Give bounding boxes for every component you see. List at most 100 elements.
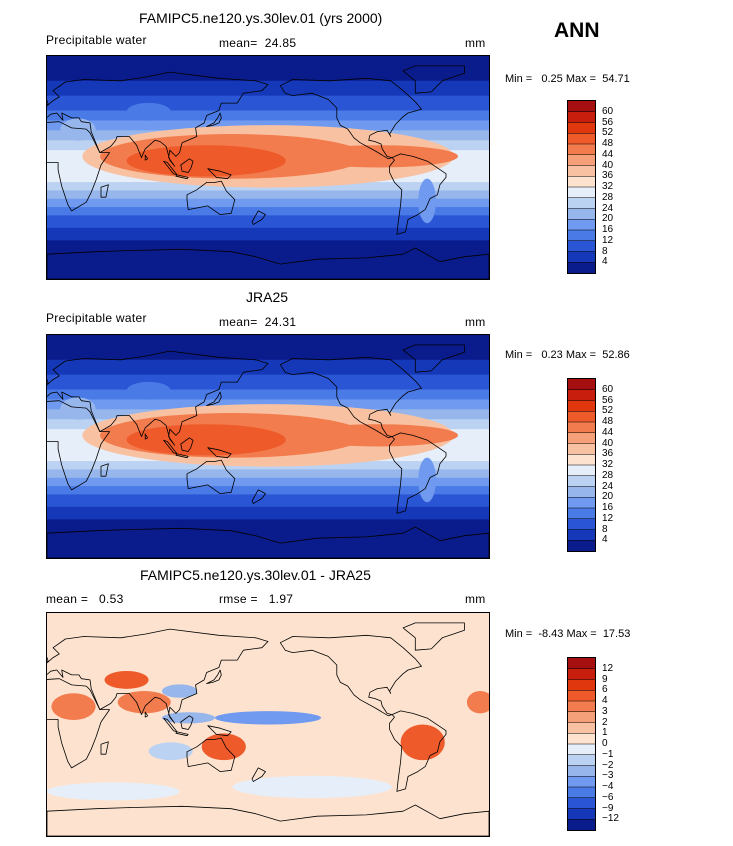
colorbar-tick-label: 24 — [602, 202, 614, 214]
colorbar-swatch — [568, 133, 595, 145]
colorbar-tick-label: 44 — [602, 426, 614, 438]
colorbar-tick-label: 36 — [602, 170, 614, 182]
colorbar-swatch — [568, 197, 595, 209]
colorbar-tick-label: 2 — [602, 716, 608, 728]
coastline — [47, 526, 489, 558]
coastline — [175, 731, 189, 737]
colorbar-swatch — [568, 497, 595, 509]
colorbar-swatch — [568, 443, 595, 455]
coastline — [251, 767, 266, 782]
panel-2-colorbar — [567, 378, 596, 552]
colorbar-tick-label: −6 — [602, 791, 614, 803]
colorbar-tick-label: 16 — [602, 502, 614, 513]
colorbar-swatch — [568, 187, 595, 199]
coastline — [180, 158, 194, 173]
colorbar-swatch — [568, 154, 595, 166]
coastline — [47, 350, 269, 446]
coastline-layer — [47, 622, 489, 836]
colorbar-tick-label: 32 — [602, 459, 614, 470]
colorbar-swatch — [568, 432, 595, 444]
coastline — [279, 634, 422, 717]
colorbar-swatch — [568, 454, 595, 466]
panel-2-title: JRA25 — [246, 289, 289, 305]
colorbar-tick-label: 12 — [602, 234, 614, 246]
coastline — [402, 622, 465, 651]
colorbar-tick-label: −4 — [602, 781, 614, 792]
colorbar-swatch — [568, 679, 595, 691]
colorbar-swatch — [568, 787, 595, 799]
panel-2-units-label: mm — [465, 315, 486, 329]
colorbar-swatch — [568, 754, 595, 766]
colorbar-tick-label: 4 — [602, 695, 608, 706]
colorbar-swatch — [568, 529, 595, 541]
colorbar-tick-label: 6 — [602, 684, 608, 696]
coastline — [207, 725, 232, 737]
coastline — [207, 447, 232, 459]
colorbar-swatch — [568, 486, 595, 498]
colorbar-swatch — [568, 208, 595, 220]
panel-1-field — [47, 56, 489, 279]
colorbar-tick-label: 12 — [602, 662, 614, 674]
colorbar-tick-label: 20 — [602, 213, 614, 225]
coastline — [144, 154, 149, 161]
panel-2-variable-label: Precipitable water — [46, 311, 147, 325]
colorbar-tick-label: −12 — [602, 813, 619, 825]
panel-2-field — [47, 335, 489, 558]
colorbar-swatch — [568, 475, 595, 487]
coastline — [47, 121, 110, 212]
colorbar-swatch — [568, 122, 595, 134]
coastline — [47, 71, 269, 167]
coastline — [144, 433, 149, 440]
panel-1-variable-label: Precipitable water — [46, 33, 147, 47]
coastline — [175, 174, 189, 180]
coastline — [279, 77, 422, 160]
panel-2-mean-label: mean= 24.31 — [219, 315, 297, 329]
coastline — [47, 400, 110, 491]
colorbar-tick-label: −3 — [602, 770, 614, 782]
colorbar-swatch — [568, 668, 595, 680]
panel-1-colorbar — [567, 100, 596, 274]
colorbar-tick-label: 9 — [602, 673, 608, 685]
colorbar-swatch — [568, 101, 595, 113]
coastline — [47, 678, 110, 769]
colorbar-tick-label: 52 — [602, 405, 614, 417]
colorbar-swatch — [568, 722, 595, 734]
panel-2-map — [46, 334, 490, 559]
colorbar-tick-label: 28 — [602, 469, 614, 481]
colorbar-tick-label: 48 — [602, 416, 614, 427]
coastline — [180, 437, 194, 452]
colorbar-swatch — [568, 733, 595, 745]
colorbar-tick-label: 20 — [602, 491, 614, 503]
colorbar-swatch — [568, 690, 595, 702]
colorbar-tick-label: −1 — [602, 748, 614, 760]
coastline — [206, 112, 222, 127]
colorbar-swatch — [568, 744, 595, 756]
colorbar-tick-label: 56 — [602, 116, 614, 128]
panel-1-title: FAMIPC5.ne120.ys.30lev.01 (yrs 2000) — [139, 10, 383, 26]
colorbar-tick-label: 32 — [602, 181, 614, 192]
colorbar-swatch — [568, 262, 595, 273]
coastline — [186, 459, 236, 494]
colorbar-swatch — [568, 540, 595, 551]
panel-3-mean-label: mean = 0.53 — [46, 592, 124, 606]
coastline — [100, 184, 109, 198]
panel-3-rmse-label: rmse = 1.97 — [219, 592, 294, 606]
colorbar-swatch — [568, 400, 595, 412]
colorbar-swatch — [568, 230, 595, 242]
colorbar-tick-label: 56 — [602, 394, 614, 406]
colorbar-tick-label: 3 — [602, 705, 608, 717]
colorbar-swatch — [568, 111, 595, 123]
colorbar-swatch — [568, 518, 595, 530]
colorbar-tick-label: 36 — [602, 448, 614, 460]
colorbar-tick-label: 8 — [602, 245, 608, 257]
colorbar-swatch — [568, 251, 595, 263]
colorbar-swatch — [568, 711, 595, 723]
coastline — [279, 356, 422, 439]
coastline — [47, 804, 489, 836]
colorbar-swatch — [568, 508, 595, 520]
panel-1-units-label: mm — [465, 36, 486, 50]
colorbar-tick-label: 16 — [602, 224, 614, 235]
colorbar-tick-label: 0 — [602, 738, 608, 749]
colorbar-swatch — [568, 797, 595, 809]
colorbar-swatch — [568, 701, 595, 713]
